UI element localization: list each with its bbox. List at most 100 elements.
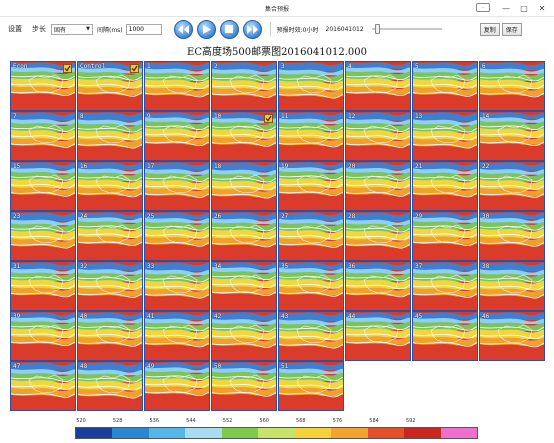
stamp-map-tile[interactable]: 40 [77, 311, 143, 361]
stamp-map-tile[interactable]: Econ [10, 61, 76, 111]
stamp-map-tile[interactable]: 17 [144, 161, 210, 211]
interval-input[interactable] [125, 23, 162, 35]
height-band [346, 294, 410, 310]
country-border [497, 274, 533, 294]
stamp-map-tile[interactable]: 22 [479, 161, 545, 211]
stamp-map-tile[interactable]: 8 [77, 111, 143, 161]
contour-line [11, 284, 75, 290]
stamp-map-checkbox[interactable] [130, 64, 139, 73]
stamp-map-tile[interactable]: 15 [10, 161, 76, 211]
stamp-map-tile[interactable]: 1 [144, 61, 210, 111]
stamp-map-tile[interactable]: 4 [345, 61, 411, 111]
stamp-map-tile[interactable]: 46 [479, 311, 545, 361]
stamp-map-tile[interactable]: 34 [211, 261, 277, 311]
maximize-icon[interactable]: □ [520, 3, 528, 13]
forecast-slider[interactable] [371, 24, 442, 34]
height-band [78, 62, 142, 71]
stamp-map-tile[interactable]: 51 [278, 361, 344, 411]
stamp-map-tile[interactable]: 36 [345, 261, 411, 311]
stamp-map-tile[interactable]: 27 [278, 211, 344, 261]
height-band [145, 236, 209, 247]
stamp-map-tile[interactable]: 37 [412, 261, 478, 311]
stamp-map-tile[interactable]: 12 [345, 111, 411, 161]
play-button[interactable] [196, 19, 216, 39]
height-field-map [413, 262, 477, 310]
step-back-button[interactable] [173, 19, 193, 39]
height-band [279, 345, 343, 360]
stamp-map-tile[interactable]: 11 [278, 111, 344, 161]
stamp-map-tile[interactable]: 5 [412, 61, 478, 111]
stamp-map-tile[interactable]: 16 [77, 161, 143, 211]
height-band [145, 87, 209, 97]
country-border [497, 74, 533, 94]
playback-controls [173, 19, 266, 39]
stamp-map-tile[interactable]: 10 [211, 111, 277, 161]
color-legend-swatch [440, 428, 477, 438]
slider-thumb[interactable] [374, 24, 380, 34]
contour-line [11, 176, 75, 181]
stamp-map-tile[interactable]: 23 [10, 211, 76, 261]
stamp-map-tile[interactable]: Control [77, 61, 143, 111]
stamp-map-tile[interactable]: 14 [479, 111, 545, 161]
stamp-map-tile[interactable]: 9 [144, 111, 210, 161]
step-forward-button[interactable] [242, 19, 262, 39]
stamp-map-tile[interactable]: 24 [77, 211, 143, 261]
contour-line [413, 277, 477, 282]
stamp-map-tile[interactable]: 29 [412, 211, 478, 261]
stamp-map-tile[interactable]: 2 [211, 61, 277, 111]
stamp-map-tile[interactable]: 42 [211, 311, 277, 361]
stamp-map-tile[interactable]: 47 [10, 361, 76, 411]
close-icon[interactable]: ✕ [538, 3, 546, 13]
stamp-map-tile[interactable]: 31 [10, 261, 76, 311]
save-button[interactable]: 保存 [501, 22, 522, 36]
stamp-map-tile[interactable]: 35 [278, 261, 344, 311]
stamp-map-label: 20 [348, 163, 356, 170]
stamp-map-checkbox[interactable] [63, 64, 72, 73]
window-extra-button[interactable]: · [476, 3, 490, 12]
height-band [11, 186, 75, 197]
stamp-map-tile[interactable]: 18 [211, 161, 277, 211]
stamp-map-tile[interactable]: 48 [77, 361, 143, 411]
height-field-map [11, 362, 75, 410]
step-select[interactable]: 固有 ▼ [51, 23, 93, 35]
height-field-map [480, 212, 544, 260]
stamp-map-tile[interactable]: 50 [211, 361, 277, 411]
contour-line [346, 276, 410, 282]
settings-menu[interactable]: 设置 [8, 25, 22, 33]
stamp-map-tile[interactable]: 38 [479, 261, 545, 311]
stamp-map-tile[interactable]: 39 [10, 311, 76, 361]
stamp-map-tile[interactable]: 44 [345, 311, 411, 361]
stamp-map-tile[interactable]: 32 [77, 261, 143, 311]
stamp-map-tile[interactable]: 21 [412, 161, 478, 211]
contour-line [212, 392, 276, 397]
stamp-map-tile[interactable]: 30 [479, 211, 545, 261]
stamp-map-tile[interactable]: 13 [412, 111, 478, 161]
stamp-map-tile[interactable]: 3 [278, 61, 344, 111]
minimize-icon[interactable]: — [502, 3, 510, 13]
stop-button[interactable] [219, 19, 239, 39]
stamp-map-tile[interactable]: 6 [479, 61, 545, 111]
stamp-map-tile[interactable]: 49 [144, 361, 210, 411]
height-field-map [212, 362, 276, 410]
height-band [11, 86, 75, 96]
stamp-map-tile[interactable]: 7 [10, 111, 76, 161]
contour-line [346, 135, 410, 140]
stamp-map-tile[interactable]: 28 [345, 211, 411, 261]
height-band [145, 79, 209, 90]
stamp-map-tile[interactable]: 41 [144, 311, 210, 361]
height-field-map [78, 62, 142, 110]
copy-button[interactable]: 复制 [479, 22, 500, 36]
height-band [78, 294, 142, 310]
contour-line [279, 93, 343, 99]
stamp-map-tile[interactable]: 19 [278, 161, 344, 211]
stamp-map-tile[interactable]: 20 [345, 161, 411, 211]
height-field-map [11, 112, 75, 160]
stamp-map-tile[interactable]: 26 [211, 211, 277, 261]
stamp-map-tile[interactable]: 45 [412, 311, 478, 361]
stamp-map-checkbox[interactable] [264, 114, 273, 123]
color-legend: 520 528 536 544 552 560 568 576 584 592 [75, 418, 478, 440]
contour-line [78, 184, 142, 190]
stamp-map-tile[interactable]: 25 [144, 211, 210, 261]
stamp-map-tile[interactable]: 33 [144, 261, 210, 311]
stamp-map-tile[interactable]: 43 [278, 311, 344, 361]
